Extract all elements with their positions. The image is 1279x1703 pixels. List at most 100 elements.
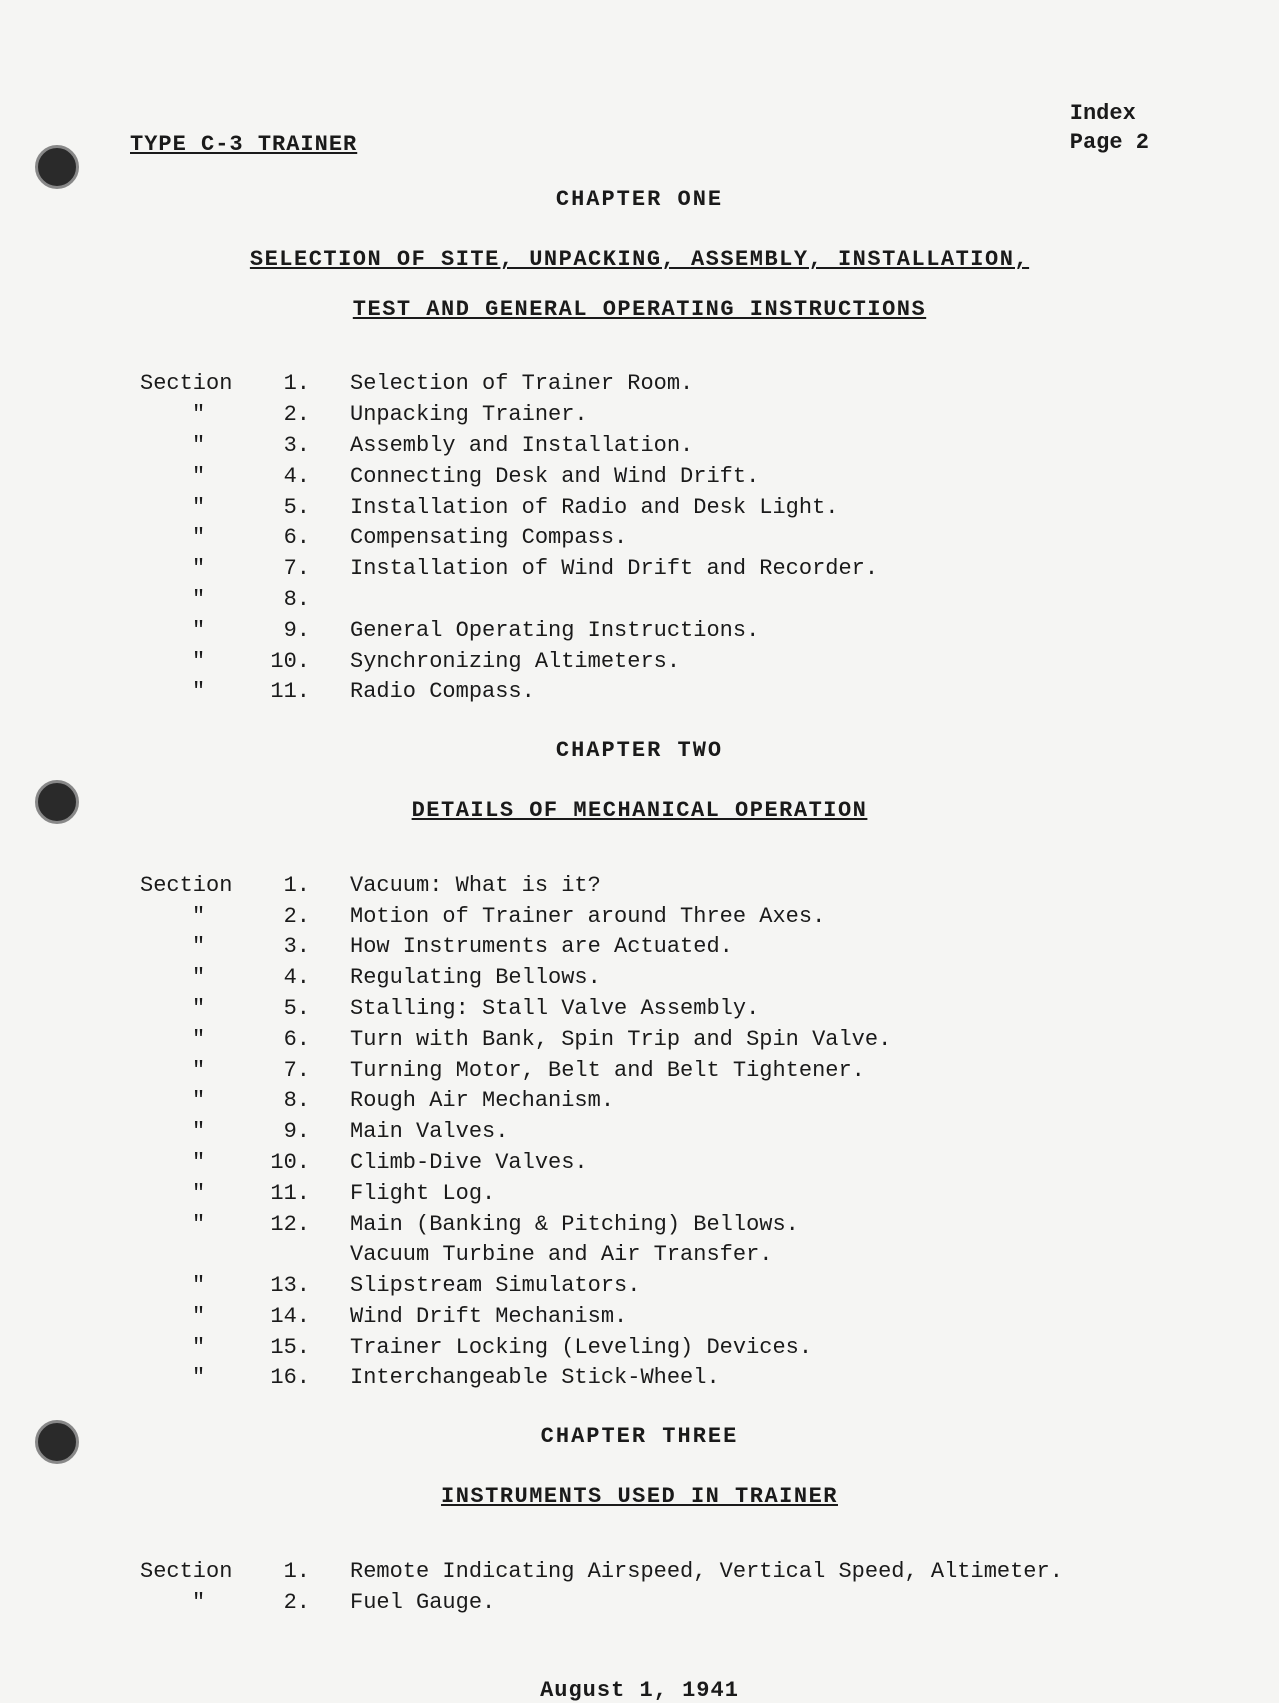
section-list: Section 1. Remote Indicating Airspeed, V… [130, 1557, 1149, 1619]
section-number: 10. [270, 1148, 330, 1179]
ditto-mark: " [140, 1363, 270, 1394]
ditto-mark: " [140, 1588, 270, 1619]
chapter-heading: CHAPTER ONE [130, 187, 1149, 212]
section-row: " 7. Installation of Wind Drift and Reco… [140, 554, 1149, 585]
section-word: Section [140, 369, 270, 400]
section-title: Installation of Radio and Desk Light. [330, 493, 1149, 524]
ditto-mark: " [140, 523, 270, 554]
ditto-mark: " [140, 616, 270, 647]
section-number: 9. [270, 616, 330, 647]
section-number: 7. [270, 554, 330, 585]
ditto-mark: " [140, 677, 270, 708]
section-number: 1. [270, 369, 330, 400]
ditto-mark: " [140, 1210, 270, 1241]
section-title: Connecting Desk and Wind Drift. [330, 462, 1149, 493]
ditto-mark: " [140, 1302, 270, 1333]
section-number: 1. [270, 871, 330, 902]
section-number: 8. [270, 1086, 330, 1117]
section-row: " 7. Turning Motor, Belt and Belt Tighte… [140, 1056, 1149, 1087]
section-row: " 2. Motion of Trainer around Three Axes… [140, 902, 1149, 933]
section-continuation: Vacuum Turbine and Air Transfer. [140, 1240, 772, 1271]
section-title: Selection of Trainer Room. [330, 369, 1149, 400]
section-row: " 6. Turn with Bank, Spin Trip and Spin … [140, 1025, 1149, 1056]
section-row: " 11. Radio Compass. [140, 677, 1149, 708]
section-title: Vacuum: What is it? [330, 871, 1149, 902]
section-number: 13. [270, 1271, 330, 1302]
section-number: 12. [270, 1210, 330, 1241]
ditto-mark: " [140, 1117, 270, 1148]
page-content: TYPE C-3 TRAINER Index Page 2 CHAPTER ON… [130, 100, 1149, 1562]
chapter-subtitle-line: INSTRUMENTS USED IN TRAINER [130, 1477, 1149, 1517]
section-row: Section 1. Selection of Trainer Room. [140, 369, 1149, 400]
ditto-mark: " [140, 462, 270, 493]
section-title: Turn with Bank, Spin Trip and Spin Valve… [330, 1025, 1149, 1056]
ditto-mark: " [140, 1148, 270, 1179]
section-row: " 12. Main (Banking & Pitching) Bellows. [140, 1210, 1149, 1241]
page-index: Index Page 2 [1070, 100, 1149, 157]
ditto-mark: " [140, 1333, 270, 1364]
section-title: Radio Compass. [330, 677, 1149, 708]
ditto-mark: " [140, 1025, 270, 1056]
ditto-mark: " [140, 1086, 270, 1117]
punch-hole-icon [35, 145, 79, 189]
section-number: 15. [270, 1333, 330, 1364]
section-title: Turning Motor, Belt and Belt Tightener. [330, 1056, 1149, 1087]
ditto-mark: " [140, 994, 270, 1025]
section-number: 14. [270, 1302, 330, 1333]
section-number: 7. [270, 1056, 330, 1087]
chapter-subtitle-line: TEST AND GENERAL OPERATING INSTRUCTIONS [130, 290, 1149, 330]
section-title: Interchangeable Stick-Wheel. [330, 1363, 1149, 1394]
section-number: 3. [270, 431, 330, 462]
section-row: " 2. Fuel Gauge. [140, 1588, 1149, 1619]
chapter-subtitle-line: SELECTION OF SITE, UNPACKING, ASSEMBLY, … [130, 240, 1149, 280]
section-title: General Operating Instructions. [330, 616, 1149, 647]
section-title: Main (Banking & Pitching) Bellows. [330, 1210, 1149, 1241]
chapter-heading: CHAPTER TWO [130, 738, 1149, 763]
section-row: " 10. Climb-Dive Valves. [140, 1148, 1149, 1179]
section-row: " 2. Unpacking Trainer. [140, 400, 1149, 431]
section-list: Section 1. Selection of Trainer Room. " … [130, 369, 1149, 708]
section-row: " 15. Trainer Locking (Leveling) Devices… [140, 1333, 1149, 1364]
section-list: Section 1. Vacuum: What is it? " 2. Moti… [130, 871, 1149, 1395]
section-row: " 14. Wind Drift Mechanism. [140, 1302, 1149, 1333]
section-number: 4. [270, 963, 330, 994]
document-title: TYPE C-3 TRAINER [130, 132, 357, 157]
section-row: " 3. Assembly and Installation. [140, 431, 1149, 462]
section-word: Section [140, 871, 270, 902]
section-row: " 4. Regulating Bellows. [140, 963, 1149, 994]
section-row: Vacuum Turbine and Air Transfer. [140, 1240, 1149, 1271]
section-title: How Instruments are Actuated. [330, 932, 1149, 963]
section-number: 2. [270, 400, 330, 431]
section-row: " 16. Interchangeable Stick-Wheel. [140, 1363, 1149, 1394]
page-label: Page 2 [1070, 129, 1149, 158]
ditto-mark: " [140, 932, 270, 963]
section-title: Motion of Trainer around Three Axes. [330, 902, 1149, 933]
section-number: 10. [270, 647, 330, 678]
ditto-mark: " [140, 554, 270, 585]
section-title: Stalling: Stall Valve Assembly. [330, 994, 1149, 1025]
section-number: 16. [270, 1363, 330, 1394]
chapter-subtitle-line: DETAILS OF MECHANICAL OPERATION [130, 791, 1149, 831]
section-title: Climb-Dive Valves. [330, 1148, 1149, 1179]
section-title: Installation of Wind Drift and Recorder. [330, 554, 1149, 585]
section-title: Main Valves. [330, 1117, 1149, 1148]
section-row: " 9. General Operating Instructions. [140, 616, 1149, 647]
punch-hole-icon [35, 780, 79, 824]
section-title: Rough Air Mechanism. [330, 1086, 1149, 1117]
section-number: 4. [270, 462, 330, 493]
section-word: Section [140, 1557, 270, 1588]
section-title: Regulating Bellows. [330, 963, 1149, 994]
chapter-heading: CHAPTER THREE [130, 1424, 1149, 1449]
section-title: Assembly and Installation. [330, 431, 1149, 462]
section-title: Compensating Compass. [330, 523, 1149, 554]
section-title: Synchronizing Altimeters. [330, 647, 1149, 678]
section-number: 5. [270, 493, 330, 524]
index-label: Index [1070, 100, 1149, 129]
section-row: " 8. [140, 585, 1149, 616]
section-title: Fuel Gauge. [330, 1588, 1149, 1619]
section-title: Wind Drift Mechanism. [330, 1302, 1149, 1333]
ditto-mark: " [140, 493, 270, 524]
ditto-mark: " [140, 1179, 270, 1210]
section-number: 11. [270, 1179, 330, 1210]
section-row: " 9. Main Valves. [140, 1117, 1149, 1148]
